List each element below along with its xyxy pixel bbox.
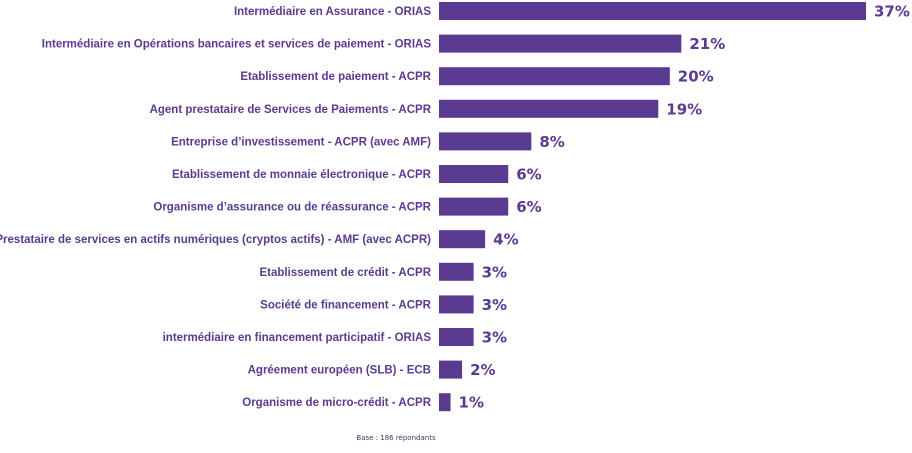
value-label: 2% (470, 361, 495, 379)
value-label: 3% (482, 329, 507, 347)
category-label: Intermédiaire en Assurance - ORIAS (234, 6, 431, 18)
bar (439, 34, 682, 53)
footnote-base: Base : 186 répondants (356, 434, 436, 442)
value-label: 1% (459, 394, 484, 412)
bar (439, 2, 866, 20)
value-label: 6% (516, 166, 541, 184)
category-label: Etablissement de crédit - ACPR (260, 267, 432, 279)
category-label: Organisme d’assurance ou de réassurance … (153, 202, 431, 214)
category-label: Agréement européen (SLB) - ECB (248, 365, 431, 377)
bar (439, 67, 670, 86)
category-label: Agent prestataire de Services de Paiemen… (150, 104, 432, 116)
value-label: 6% (516, 198, 541, 216)
bar (439, 165, 509, 183)
category-label: Entreprise d’investissement - ACPR (avec… (171, 136, 431, 148)
bar (439, 262, 474, 281)
category-label: intermédiaire en financement participati… (163, 332, 432, 344)
category-label: Société de financement - ACPR (260, 299, 432, 311)
value-label: 20% (678, 68, 714, 86)
category-label: Etablissement de monnaie électronique - … (172, 169, 432, 181)
category-label: Prestataire de services en actifs numéri… (0, 234, 431, 246)
category-label: Etablissement de paiement - ACPR (240, 71, 431, 83)
value-label: 21% (689, 35, 725, 53)
bar (439, 360, 463, 379)
value-label: 3% (482, 296, 507, 314)
bar (439, 230, 486, 249)
value-label: 3% (482, 263, 507, 281)
bar (439, 295, 474, 314)
bar (439, 393, 451, 412)
bar (439, 328, 474, 346)
bar (439, 132, 532, 151)
bar (439, 197, 509, 216)
value-label: 8% (539, 133, 564, 151)
value-label: 19% (666, 100, 702, 118)
value-label: 37% (874, 3, 910, 21)
category-label: Organisme de micro-crédit - ACPR (242, 397, 431, 409)
bar (439, 99, 659, 118)
value-label: 4% (493, 231, 518, 249)
category-label: Intermédiaire en Opérations bancaires et… (42, 39, 432, 51)
